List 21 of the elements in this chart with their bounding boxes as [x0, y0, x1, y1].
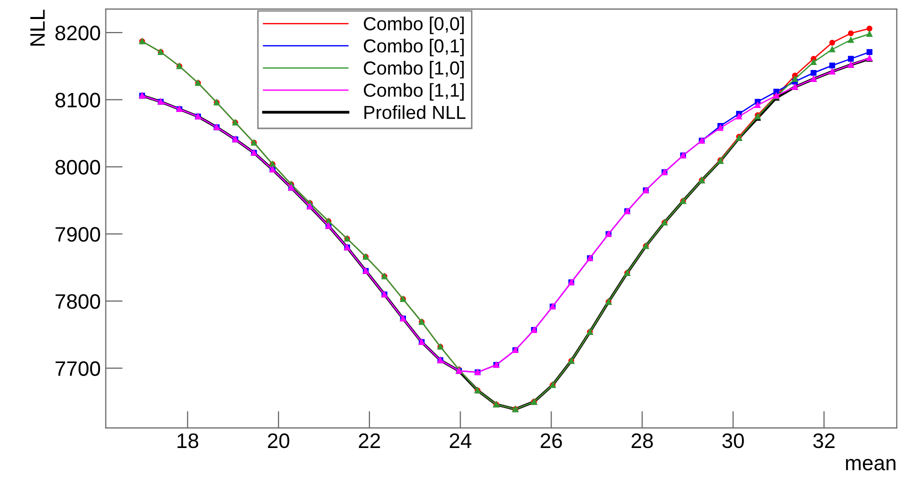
- legend-label: Combo [1,1]: [364, 83, 464, 101]
- legend-label: Profiled NLL: [364, 105, 466, 120]
- y-tick-label: 8100: [55, 92, 100, 108]
- y-tick-label: 8200: [55, 26, 100, 40]
- legend-label: Combo [0,1]: [364, 38, 464, 56]
- y-tick-label: 7700: [56, 361, 100, 376]
- x-tick-label: 22: [358, 433, 380, 448]
- x-tick-label: 30: [722, 433, 744, 448]
- y-axis-title: NLL: [30, 10, 45, 46]
- x-tick-label: 26: [540, 433, 562, 448]
- legend-label: Combo [0,0]: [364, 16, 464, 34]
- x-tick-label: 28: [632, 433, 653, 448]
- y-tick-label: 7900: [56, 226, 100, 242]
- legend-label: Combo [1,0]: [364, 60, 464, 78]
- x-tick-label: 18: [178, 433, 198, 448]
- x-tick-label: 32: [813, 433, 835, 448]
- x-axis-title: mean: [846, 458, 896, 470]
- y-tick-label: 8000: [55, 160, 100, 175]
- y-tick-label: 7800: [56, 294, 100, 309]
- x-tick-label: 20: [268, 433, 290, 448]
- x-tick-label: 24: [450, 433, 472, 448]
